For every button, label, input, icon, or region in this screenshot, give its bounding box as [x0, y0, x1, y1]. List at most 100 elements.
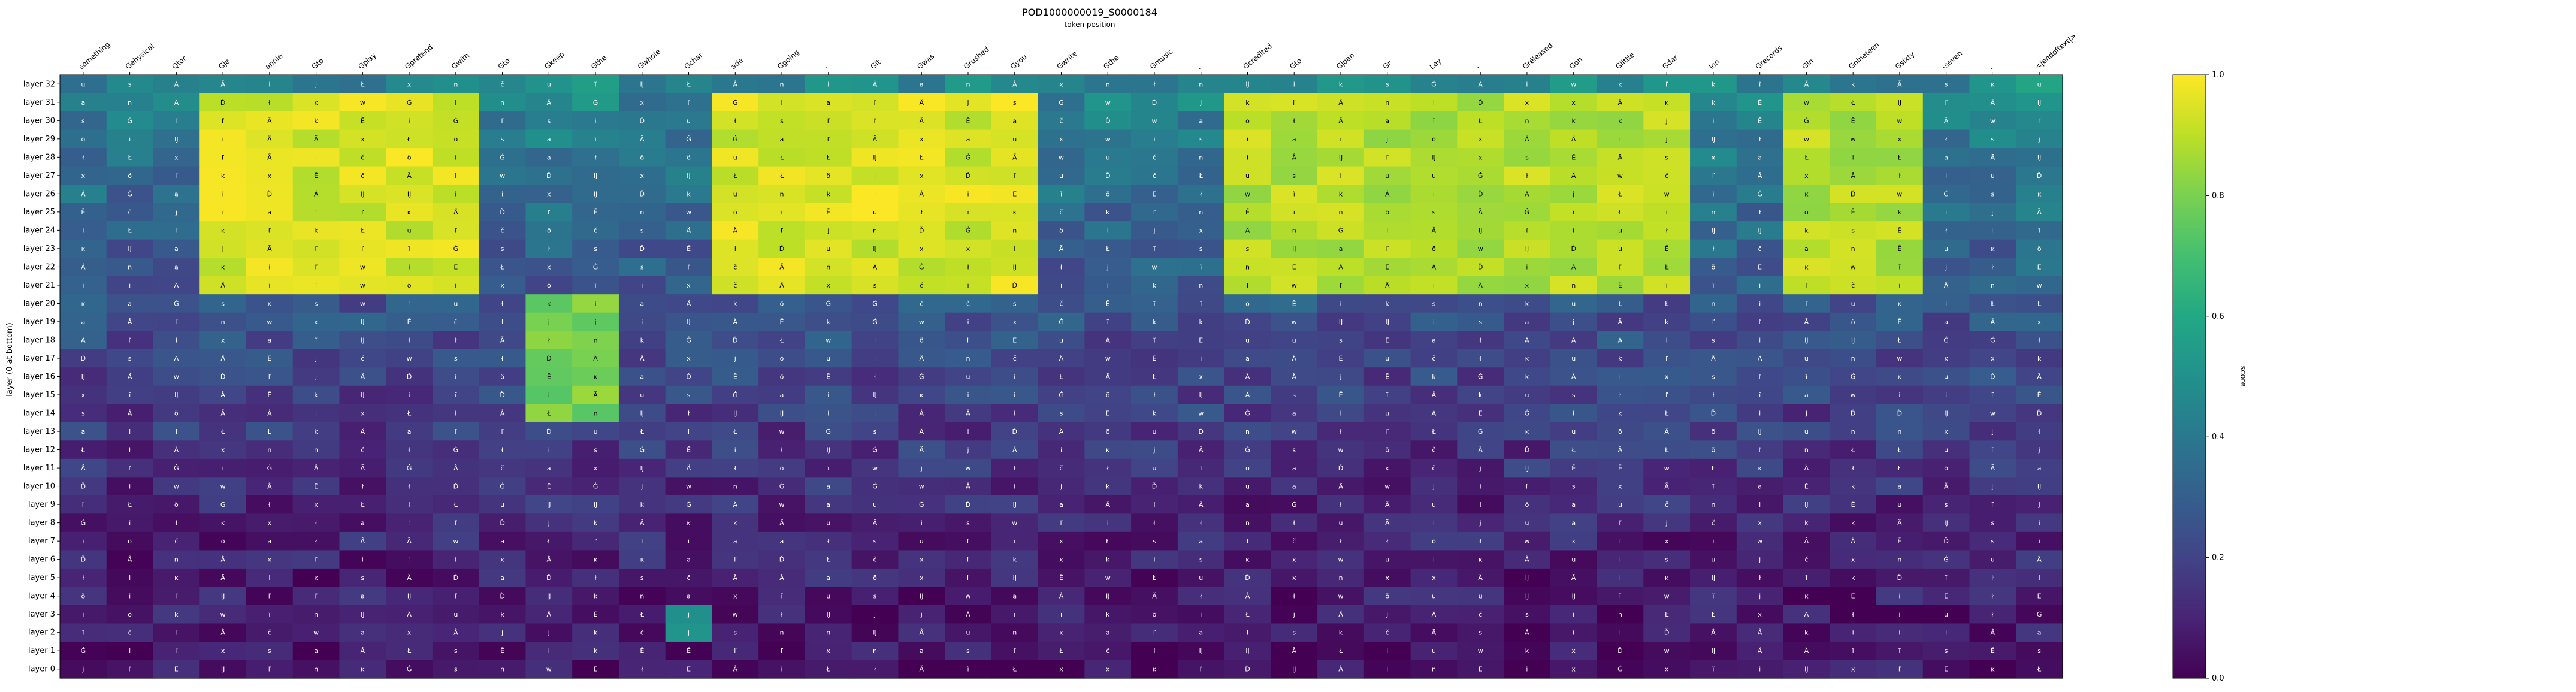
heatmap-cell — [991, 111, 1039, 131]
cell-annotation: Ä — [1432, 629, 1437, 637]
cell-annotation: n — [640, 593, 644, 600]
heatmap-cell — [712, 166, 759, 185]
heatmap-cell — [1317, 312, 1365, 331]
cell-annotation: w — [360, 282, 365, 289]
cell-annotation: Ē — [1106, 410, 1110, 418]
heatmap-cell — [851, 75, 899, 94]
heatmap-cell — [339, 239, 386, 258]
cell-annotation: a — [1804, 391, 1809, 399]
cell-annotation: a — [1199, 629, 1203, 637]
cell-annotation: x — [920, 172, 924, 180]
cell-annotation: č — [1059, 117, 1063, 125]
cell-annotation: i — [1666, 208, 1668, 216]
heatmap-cell — [1504, 111, 1551, 131]
cell-annotation: j — [966, 446, 969, 454]
heatmap-cell — [805, 185, 852, 204]
heatmap-cell — [805, 221, 852, 240]
cell-annotation: Ĳ — [1804, 501, 1809, 509]
heatmap-cell — [1084, 276, 1132, 295]
cell-annotation: Ł — [1664, 300, 1669, 307]
heatmap-cell — [851, 294, 899, 313]
cell-annotation: i — [1712, 537, 1714, 545]
cell-annotation: s — [501, 245, 504, 253]
cell-annotation: w — [500, 172, 505, 180]
heatmap-cell — [1830, 258, 1877, 277]
heatmap-cell — [1131, 166, 1178, 185]
cell-annotation: Ē — [826, 208, 830, 216]
heatmap-cell — [758, 75, 806, 94]
cell-annotation: Ē — [687, 245, 691, 253]
cell-annotation: x — [1804, 172, 1809, 180]
cell-annotation: č — [361, 446, 364, 454]
cell-annotation: Ĳ — [547, 593, 551, 600]
cell-annotation: w — [1151, 117, 1157, 125]
heatmap-cell — [1597, 148, 1644, 167]
heatmap-cell — [1084, 111, 1132, 131]
cell-annotation: n — [1199, 282, 1203, 289]
heatmap-cell — [2016, 221, 2063, 240]
cell-annotation: s — [1665, 556, 1668, 564]
cell-annotation: j — [1665, 519, 1668, 527]
cell-annotation: i — [734, 446, 736, 454]
heatmap-cell — [1922, 75, 1970, 94]
cell-annotation: x — [407, 80, 412, 88]
cell-annotation: k — [1106, 611, 1110, 618]
heatmap-cell — [991, 239, 1039, 258]
heatmap-cell — [1084, 239, 1132, 258]
cell-annotation: ö — [81, 135, 86, 143]
heatmap-cell — [292, 276, 340, 295]
heatmap-cell — [1643, 276, 1691, 295]
heatmap-cell — [1410, 166, 1458, 185]
cell-annotation: n — [128, 99, 132, 107]
cell-annotation: Ĳ — [1013, 501, 1017, 509]
cell-annotation: a — [1059, 501, 1063, 509]
cell-annotation: u — [547, 80, 551, 88]
heatmap-cell — [339, 258, 386, 277]
cell-annotation: Â — [267, 483, 272, 491]
cell-annotation: k — [594, 647, 598, 655]
heatmap-cell — [1736, 294, 1784, 313]
cell-annotation: a — [1432, 336, 1436, 344]
cell-annotation: k — [1479, 391, 1483, 399]
heatmap-cell — [1969, 294, 2016, 313]
cell-annotation: ĸ — [1525, 355, 1529, 362]
cell-annotation: Â — [1991, 99, 1996, 107]
heatmap-cell — [1038, 221, 1085, 240]
heatmap-cell — [479, 166, 527, 185]
cell-annotation: Ĳ — [407, 190, 412, 198]
cell-annotation: w — [1478, 245, 1483, 253]
cell-annotation: k — [1245, 99, 1250, 107]
cell-annotation: s — [454, 647, 458, 655]
heatmap-cell — [153, 111, 200, 131]
heatmap-cell — [1876, 93, 1924, 112]
cell-annotation: Ď — [1851, 410, 1855, 418]
heatmap-cell — [1550, 185, 1598, 204]
heatmap-cell — [1271, 276, 1318, 295]
cell-annotation: Ł — [1431, 428, 1436, 436]
heatmap-cell — [991, 276, 1039, 295]
cell-annotation: a — [920, 647, 924, 655]
cell-annotation: Ď — [779, 245, 784, 253]
cell-annotation: x — [1991, 355, 1995, 362]
cell-annotation: i — [1759, 336, 1761, 344]
heatmap-cell — [199, 203, 247, 222]
heatmap-cell — [1922, 111, 1970, 131]
cell-annotation: Ã — [267, 245, 272, 253]
heatmap-cell — [1597, 203, 1644, 222]
heatmap-cell — [1643, 294, 1691, 313]
cell-annotation: Â — [1478, 446, 1483, 454]
heatmap-cell — [572, 294, 619, 313]
cell-annotation: ö — [1525, 501, 1529, 509]
heatmap-cell — [1922, 312, 1970, 331]
heatmap-cell — [1271, 312, 1318, 331]
heatmap-cell — [1457, 239, 1504, 258]
cell-annotation: a — [780, 537, 784, 545]
cell-annotation: Ď — [546, 428, 551, 436]
cell-annotation: ö — [920, 336, 924, 344]
cell-annotation: č — [361, 355, 364, 362]
heatmap-cell — [1317, 203, 1365, 222]
heatmap-cell — [945, 129, 992, 149]
cell-annotation: s — [1432, 208, 1436, 216]
x-tick-label: Ley — [1428, 56, 1443, 71]
heatmap-cell — [339, 75, 386, 94]
